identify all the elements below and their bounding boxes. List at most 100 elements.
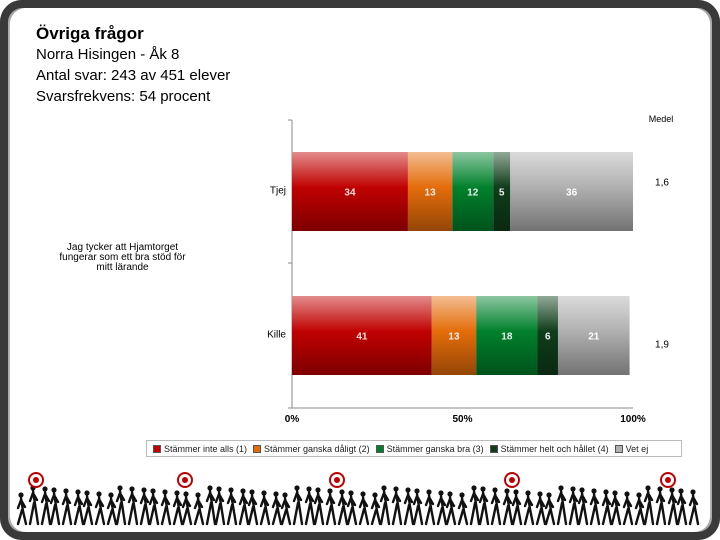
figure-head — [129, 486, 135, 492]
figure-head — [690, 489, 696, 495]
category-label-kille: Kille — [267, 330, 286, 341]
figure-head — [405, 487, 411, 493]
figure-body — [82, 494, 94, 526]
figure-body — [304, 490, 316, 526]
legend-label-2: Stämmer ganska dåligt (2) — [264, 443, 370, 454]
subtitle-school: Norra Hisingen - Åk 8 — [36, 46, 180, 63]
figure-body — [502, 492, 514, 526]
figure-head — [372, 492, 378, 498]
medel-header: Medel — [649, 114, 674, 124]
figure-body — [28, 489, 40, 526]
figure-head — [678, 488, 684, 494]
figure-head — [492, 487, 498, 493]
figure-head — [480, 486, 486, 492]
figure-head — [513, 489, 519, 495]
figure-head — [84, 490, 90, 496]
figure-body — [478, 490, 490, 526]
target-icon-center — [33, 477, 39, 483]
bar-label-tjej-series-4: 5 — [499, 188, 505, 199]
legend-label-3: Stämmer ganska bra (3) — [386, 443, 484, 454]
legend-swatch-1 — [153, 444, 161, 453]
figure-head — [273, 491, 279, 497]
x-tick-label-0: 0% — [285, 414, 300, 425]
figure-body — [544, 496, 556, 526]
figure-body — [370, 496, 382, 526]
figure-body — [325, 492, 337, 526]
figure-body — [379, 489, 391, 526]
figure-head — [63, 488, 69, 494]
figure-body — [556, 489, 568, 526]
x-tick-label-2: 100% — [620, 414, 646, 425]
figure-body — [676, 492, 688, 526]
figure-head — [42, 486, 48, 492]
bar-tjej-series-2 — [407, 152, 453, 231]
figure-head — [558, 485, 564, 491]
figure-body — [148, 492, 160, 526]
figure-head — [426, 489, 432, 495]
figure-body — [535, 495, 547, 526]
figure-body — [436, 494, 448, 526]
figure-head — [18, 492, 24, 498]
figure-body — [523, 494, 535, 526]
figure-body — [391, 490, 403, 526]
figure-head — [306, 486, 312, 492]
medel-value-tjej: 1,6 — [655, 178, 669, 189]
question-label: Jag tycker att Hjamtorget fungerar som e… — [59, 242, 186, 273]
figure-body — [226, 491, 238, 526]
figure-body — [655, 490, 667, 526]
figure-head — [669, 487, 675, 493]
figure-head — [438, 490, 444, 496]
figure-head — [150, 488, 156, 494]
figure-head — [381, 485, 387, 491]
bar-tjej-series-5 — [510, 152, 633, 231]
figure-body — [181, 495, 193, 526]
figure-head — [108, 492, 114, 498]
figure-body — [139, 491, 151, 526]
figure-head — [174, 490, 180, 496]
bar-label-tjej-series-2: 13 — [425, 188, 437, 199]
figure-head — [570, 486, 576, 492]
figure-head — [624, 491, 630, 497]
figure-head — [546, 492, 552, 498]
figure-body — [337, 493, 349, 526]
figure-body — [280, 496, 292, 526]
figure-head — [249, 489, 255, 495]
figure-body — [106, 496, 118, 526]
figure-head — [471, 485, 477, 491]
figure-head — [603, 489, 609, 495]
figure-body — [40, 490, 52, 526]
bar-tjej-series-1 — [292, 152, 408, 231]
chart-legend: Stämmer inte alls (1) Stämmer ganska dåli… — [146, 440, 682, 457]
figure-body — [271, 495, 283, 526]
figure-body — [160, 493, 172, 526]
figure-head — [645, 485, 651, 491]
figure-body — [469, 489, 481, 526]
bar-label-kille-series-2: 13 — [448, 332, 460, 343]
figure-head — [315, 487, 321, 493]
figure-head — [612, 490, 618, 496]
subtitle-responses: Antal svar: 243 av 451 elever — [36, 67, 231, 84]
page-title: Övriga frågor — [36, 24, 144, 43]
figure-head — [228, 487, 234, 493]
figure-body — [73, 493, 85, 526]
bar-label-kille-series-5: 21 — [588, 332, 600, 343]
figure-body — [313, 491, 325, 526]
legend-swatch-5 — [614, 444, 623, 453]
figure-body — [115, 489, 127, 526]
figure-head — [96, 491, 102, 497]
figure-head — [195, 492, 201, 498]
figure-body — [610, 494, 622, 526]
figure-body — [634, 496, 646, 526]
target-icon-center — [509, 477, 515, 483]
legend-label-5: Vet ej — [625, 443, 649, 454]
figure-head — [294, 485, 300, 491]
figure-head — [207, 485, 213, 491]
figure-head — [393, 486, 399, 492]
legend-item-2: Stämmer ganska dåligt (2) — [253, 444, 370, 454]
legend-swatch-3 — [375, 444, 384, 453]
bar-tjej-series-4 — [493, 152, 511, 231]
bar-label-tjej-series-3: 12 — [467, 188, 479, 199]
figure-body — [589, 492, 601, 526]
figure-body — [292, 489, 304, 526]
